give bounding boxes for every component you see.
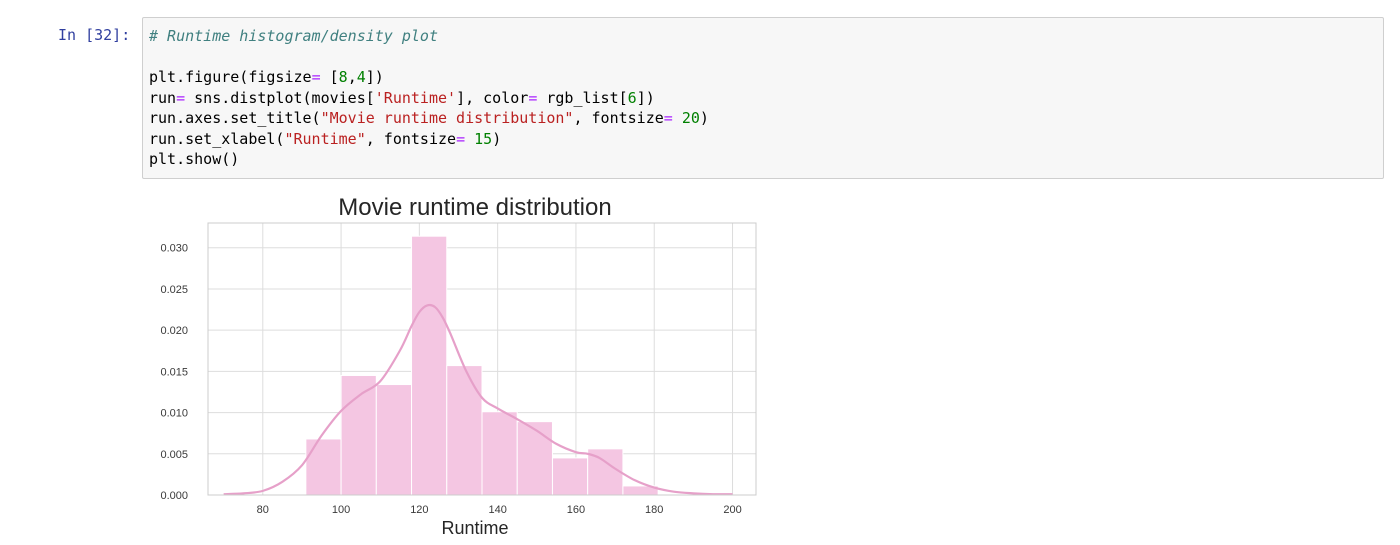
code-cell-input[interactable]: # Runtime histogram/density plot plt.fig… (142, 17, 1384, 179)
histogram-bar (446, 365, 483, 496)
y-tick-label: 0.000 (160, 490, 188, 502)
y-tick-label: 0.010 (160, 408, 188, 420)
code-line: plt.figure(figsize= [8,4]) (149, 68, 384, 86)
chart-title: Movie runtime distribution (338, 194, 611, 221)
histogram-bar (481, 411, 518, 496)
axis-ticks: 80 100 120 140 160 180 200 0.000 0.005 0.010 0.015… (160, 243, 741, 516)
y-tick-label: 0.020 (160, 325, 188, 337)
histogram-bar (375, 384, 413, 496)
kde-curve (223, 303, 733, 496)
x-tick-label: 200 (723, 504, 741, 516)
x-tick-label: 140 (488, 504, 506, 516)
y-tick-label: 0.005 (160, 449, 188, 461)
x-tick-label: 80 (257, 504, 269, 516)
y-tick-label: 0.030 (160, 243, 188, 255)
histogram-bar (516, 421, 553, 496)
cell-prompt: In [32]: (58, 26, 131, 44)
grid (208, 223, 756, 496)
x-tick-label: 120 (410, 504, 428, 516)
code-line (149, 47, 1377, 68)
code-line: run.axes.set_title("Movie runtime distri… (149, 109, 709, 127)
code-line: run= sns.distplot(movies['Runtime'], col… (149, 88, 655, 107)
code-line: # Runtime histogram/density plot (149, 27, 438, 45)
histogram-bar (551, 457, 589, 496)
histogram-bar (411, 235, 448, 496)
x-tick-label: 100 (332, 504, 350, 516)
code-line: run.set_xlabel("Runtime", fontsize= 15) (149, 129, 502, 148)
plot-frame (207, 222, 757, 496)
histogram-bar (305, 438, 342, 496)
code-line: plt.show() (149, 150, 240, 168)
kde-line (223, 303, 733, 496)
x-axis-label: Runtime (441, 518, 508, 538)
x-tick-label: 180 (645, 504, 663, 516)
cell-output: Movie runtime distribution Runtime 80 100… (142, 185, 782, 543)
histogram-bars (305, 235, 659, 496)
x-tick-label: 160 (567, 504, 585, 516)
y-tick-label: 0.015 (160, 366, 188, 378)
runtime-distribution-chart: Movie runtime distribution Runtime 80 100… (160, 194, 757, 538)
histogram-bar (340, 374, 377, 496)
y-tick-label: 0.025 (160, 284, 188, 296)
